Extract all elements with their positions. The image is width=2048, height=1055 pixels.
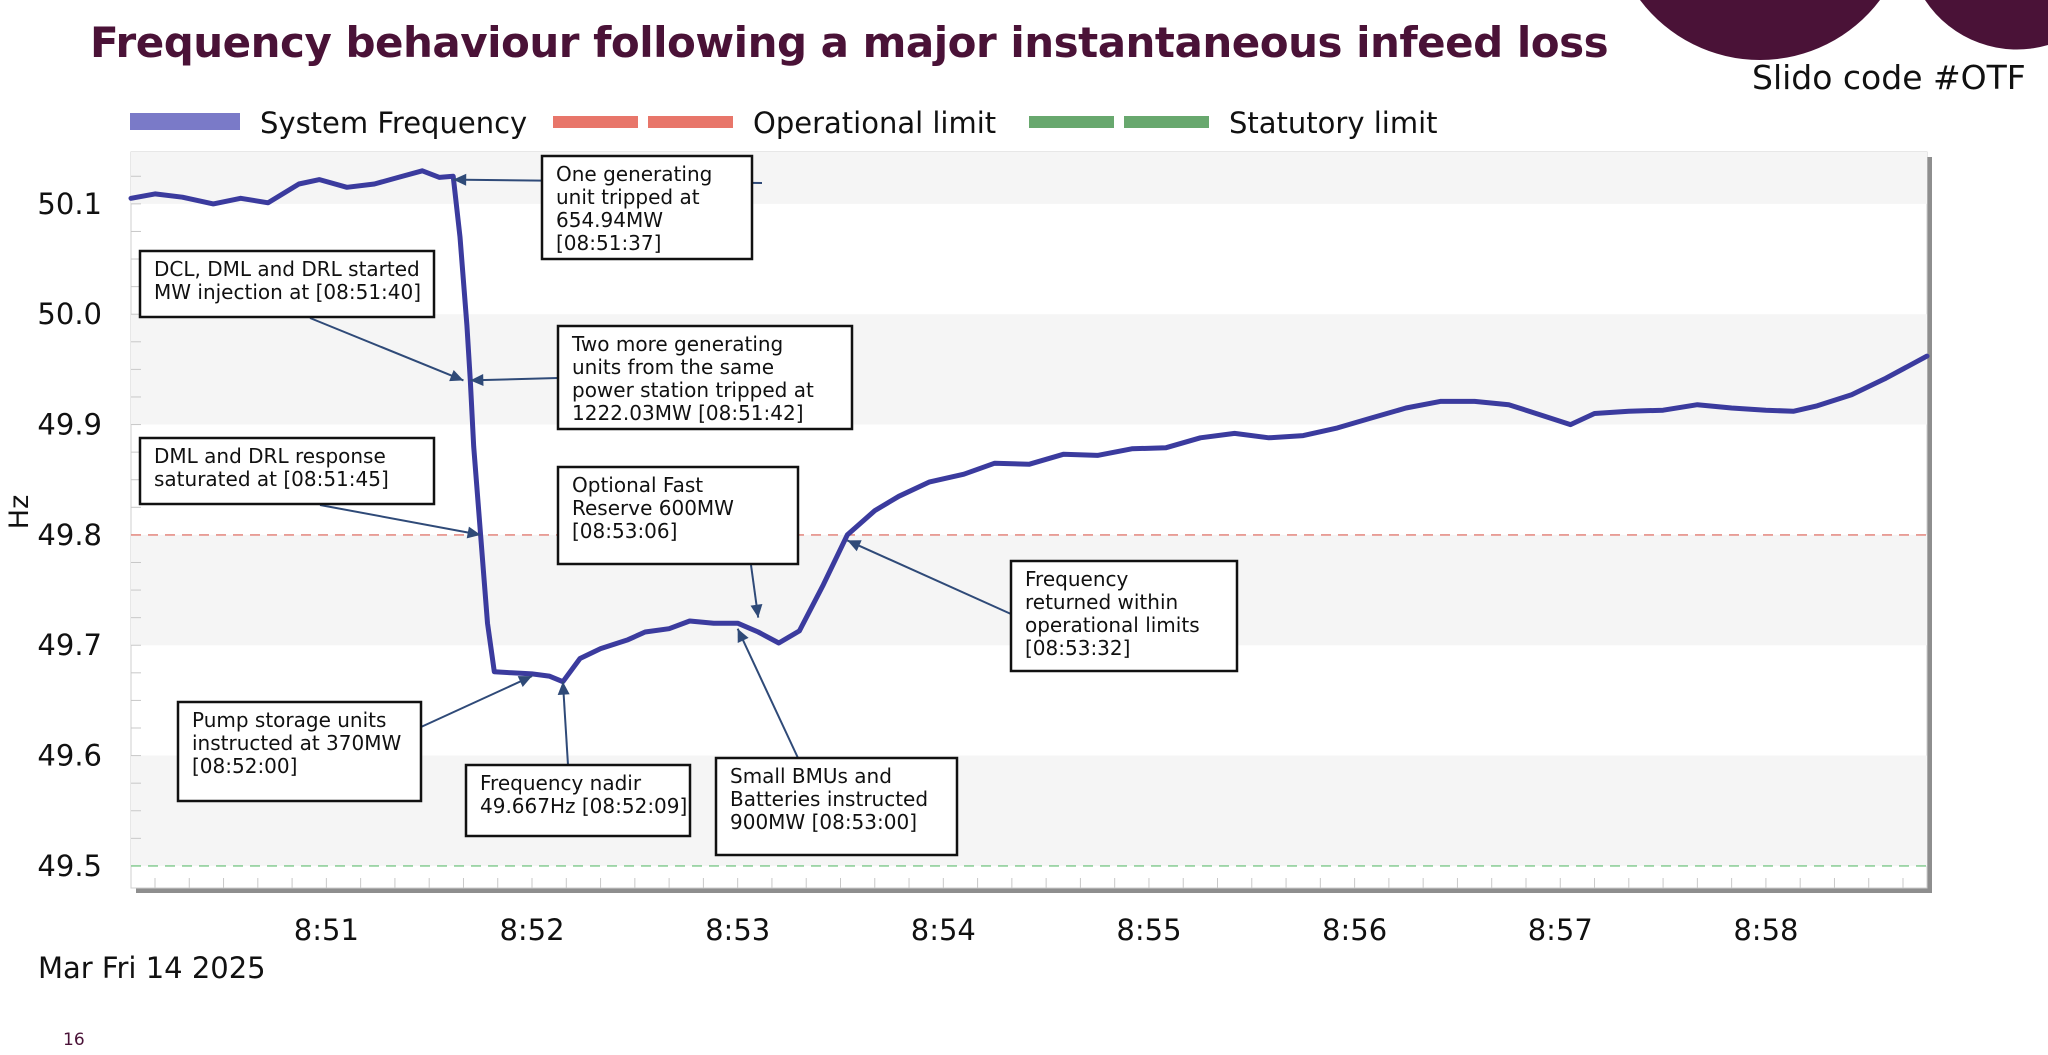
- annotation-text: returned within: [1025, 590, 1178, 614]
- annotation-text: power station tripped at: [572, 378, 814, 402]
- legend-entry: Statutory limit: [1029, 106, 1438, 140]
- annotation-text: 1222.03MW [08:51:42]: [572, 401, 804, 425]
- y-tick-label: 49.5: [37, 849, 102, 883]
- annotation-text: operational limits: [1025, 613, 1200, 637]
- legend-swatch-dash: [1124, 116, 1209, 128]
- legend-swatch-dash: [553, 116, 638, 128]
- annotation-text: MW injection at [08:51:40]: [154, 280, 421, 304]
- annotation-text: instructed at 370MW: [192, 731, 401, 755]
- annotation-text: unit tripped at: [556, 185, 700, 209]
- annotation-text: One generating: [556, 162, 712, 186]
- legend: System Frequency Operational limit Statuto…: [130, 106, 1438, 140]
- annotation-text: DCL, DML and DRL started: [154, 257, 420, 281]
- y-tick-label: 49.7: [37, 628, 102, 662]
- annotation-text: [08:53:06]: [572, 519, 677, 543]
- legend-entry: System Frequency: [130, 106, 527, 140]
- annotation-text: DML and DRL response: [154, 444, 386, 468]
- y-axis-label: Hz: [4, 495, 35, 529]
- annotation-box: Pump storage unitsinstructed at 370MW[08…: [178, 702, 421, 801]
- x-tick-label: 8:56: [1322, 913, 1387, 947]
- annotation-text: [08:52:00]: [192, 754, 297, 778]
- legend-entry: Operational limit: [553, 106, 996, 140]
- x-tick-label: 8:52: [499, 913, 564, 947]
- annotation-text: Small BMUs and: [730, 764, 892, 788]
- x-tick-label: 8:57: [1528, 913, 1593, 947]
- annotation-text: [08:51:37]: [556, 231, 661, 255]
- annotation-text: Optional Fast: [572, 473, 703, 497]
- y-tick-label: 49.8: [37, 518, 102, 552]
- x-tick-label: 8:53: [705, 913, 770, 947]
- frequency-chart: One generatingunit tripped at654.94MW[08…: [0, 0, 2048, 1055]
- annotation-text: [08:53:32]: [1025, 636, 1130, 660]
- annotation-text: units from the same: [572, 355, 774, 379]
- x-tick-label: 8:51: [294, 913, 359, 947]
- annotation-text: Frequency nadir: [480, 771, 642, 795]
- legend-swatch: [130, 113, 240, 130]
- legend-label: System Frequency: [260, 106, 527, 140]
- x-tick-label: 8:58: [1733, 913, 1798, 947]
- annotation-text: saturated at [08:51:45]: [154, 467, 389, 491]
- annotation-text: 654.94MW: [556, 208, 663, 232]
- y-tick-label: 49.9: [37, 408, 102, 442]
- annotation-text: Pump storage units: [192, 708, 386, 732]
- legend-swatch-dash: [1029, 116, 1114, 128]
- legend-swatch-dash: [648, 116, 733, 128]
- annotation-text: Two more generating: [571, 332, 783, 356]
- x-tick-label: 8:54: [911, 913, 976, 947]
- annotation-text: 49.667Hz [08:52:09]: [480, 794, 687, 818]
- date-label: Mar Fri 14 2025: [38, 951, 266, 985]
- legend-label: Operational limit: [753, 106, 996, 140]
- annotation-text: Frequency: [1025, 567, 1128, 591]
- annotation-text: 900MW [08:53:00]: [730, 810, 917, 834]
- annotation-text: Reserve 600MW: [572, 496, 734, 520]
- y-tick-label: 50.0: [37, 297, 102, 331]
- y-tick-label: 49.6: [37, 739, 102, 773]
- legend-label: Statutory limit: [1229, 106, 1438, 140]
- annotation-text: Batteries instructed: [730, 787, 928, 811]
- x-tick-label: 8:55: [1116, 913, 1181, 947]
- y-tick-label: 50.1: [37, 187, 102, 221]
